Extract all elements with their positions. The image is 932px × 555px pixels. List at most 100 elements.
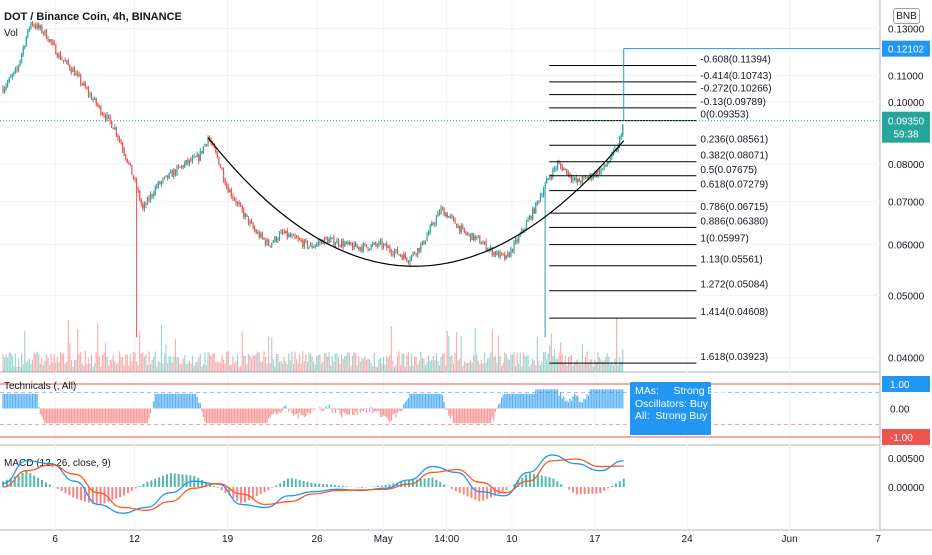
candle-body (475, 237, 476, 240)
technicals-bar (459, 409, 460, 424)
volume-bar (138, 365, 139, 372)
volume-bar (582, 344, 583, 372)
candle-body (117, 135, 118, 138)
technicals-bar (276, 409, 277, 415)
technicals-bar (7, 394, 8, 409)
candle-body (92, 99, 93, 100)
macd-hist-bar (111, 487, 113, 500)
volume-bar (40, 364, 41, 372)
volume-bar (178, 357, 179, 372)
candle-body (507, 253, 508, 255)
candle-body (142, 204, 143, 208)
technicals-bar (531, 394, 532, 409)
technicals-bar (385, 409, 386, 417)
volume-group (2, 318, 623, 372)
technicals-bar (490, 409, 491, 424)
candle-body (465, 232, 466, 234)
volume-bar (512, 355, 513, 372)
candle-body (141, 200, 142, 204)
currency-badge[interactable]: BNB (893, 8, 920, 24)
technicals-bar (13, 394, 14, 409)
technicals-bar (242, 409, 243, 424)
candle-body (537, 201, 538, 202)
volume-bar (193, 366, 194, 372)
volume-bar (166, 345, 167, 372)
technicals-bar (176, 394, 177, 409)
volume-bar (197, 362, 198, 372)
candle-body (319, 242, 320, 243)
technicals-bar (130, 409, 131, 424)
time-tick-label: Jun (782, 534, 798, 545)
technicals-bar (329, 405, 330, 409)
technicals-bar (335, 409, 336, 413)
candle-body (215, 148, 216, 152)
candle-body (122, 144, 123, 149)
technicals-bar (411, 394, 412, 409)
technicals-bar (228, 409, 229, 424)
technicals-bar (518, 394, 519, 409)
technicals-bar (472, 409, 473, 424)
technicals-bar (179, 394, 180, 409)
technicals-bar (248, 409, 249, 424)
candle-body (462, 226, 463, 228)
volume-bar (170, 357, 171, 372)
candle-body (260, 233, 261, 237)
technicals-bar (605, 389, 606, 408)
volume-bar (597, 352, 598, 372)
candle-body (85, 83, 86, 87)
technicals-bar (102, 409, 103, 424)
candle-body (131, 165, 132, 175)
technicals-bar (540, 389, 541, 408)
macd-hist-bar (615, 483, 617, 487)
candle-body (389, 247, 390, 251)
technicals-bar (134, 409, 135, 424)
technicals-bar (291, 409, 292, 414)
candle-body (190, 160, 191, 162)
candle-body (386, 244, 387, 248)
technicals-bar (145, 409, 146, 424)
volume-bar (100, 367, 101, 372)
candle-body (313, 247, 314, 248)
volume-bar (215, 362, 216, 372)
macd-hist-bar (361, 487, 363, 488)
volume-bar (543, 352, 544, 372)
candle-body (355, 243, 356, 247)
candle-body (49, 39, 50, 41)
candle-body (139, 191, 140, 200)
volume-bar (243, 356, 244, 372)
macd-hist-bar (576, 487, 578, 494)
candle-body (259, 232, 260, 237)
volume-bar (207, 352, 208, 372)
candle-body (110, 117, 111, 122)
volume-bar (305, 354, 306, 372)
technicals-bar (203, 409, 204, 418)
volume-bar (63, 353, 64, 372)
volume-bar (437, 361, 438, 372)
technicals-bar (458, 409, 459, 424)
macd-hist-bar (619, 481, 621, 487)
volume-bar (339, 364, 340, 372)
candle-body (378, 242, 379, 246)
candle-body (7, 82, 8, 86)
technicals-bar (58, 409, 59, 424)
candle-body (394, 251, 395, 254)
volume-bar (385, 365, 386, 372)
candle-body (66, 61, 67, 62)
candle-body (338, 240, 339, 245)
volume-bar (425, 365, 426, 372)
candle-body (346, 242, 347, 244)
volume-bar (590, 359, 591, 372)
technicals-bar (285, 406, 286, 409)
candle-body (412, 252, 413, 255)
candle-body (344, 243, 345, 246)
volume-bar (237, 354, 238, 372)
volume-bar (456, 332, 457, 372)
volume-bar (523, 352, 524, 372)
candle-body (540, 196, 541, 201)
technicals-bar (507, 394, 508, 409)
macd-hist-bar (541, 476, 543, 487)
candle-body (257, 232, 258, 233)
volume-bar (361, 358, 362, 372)
